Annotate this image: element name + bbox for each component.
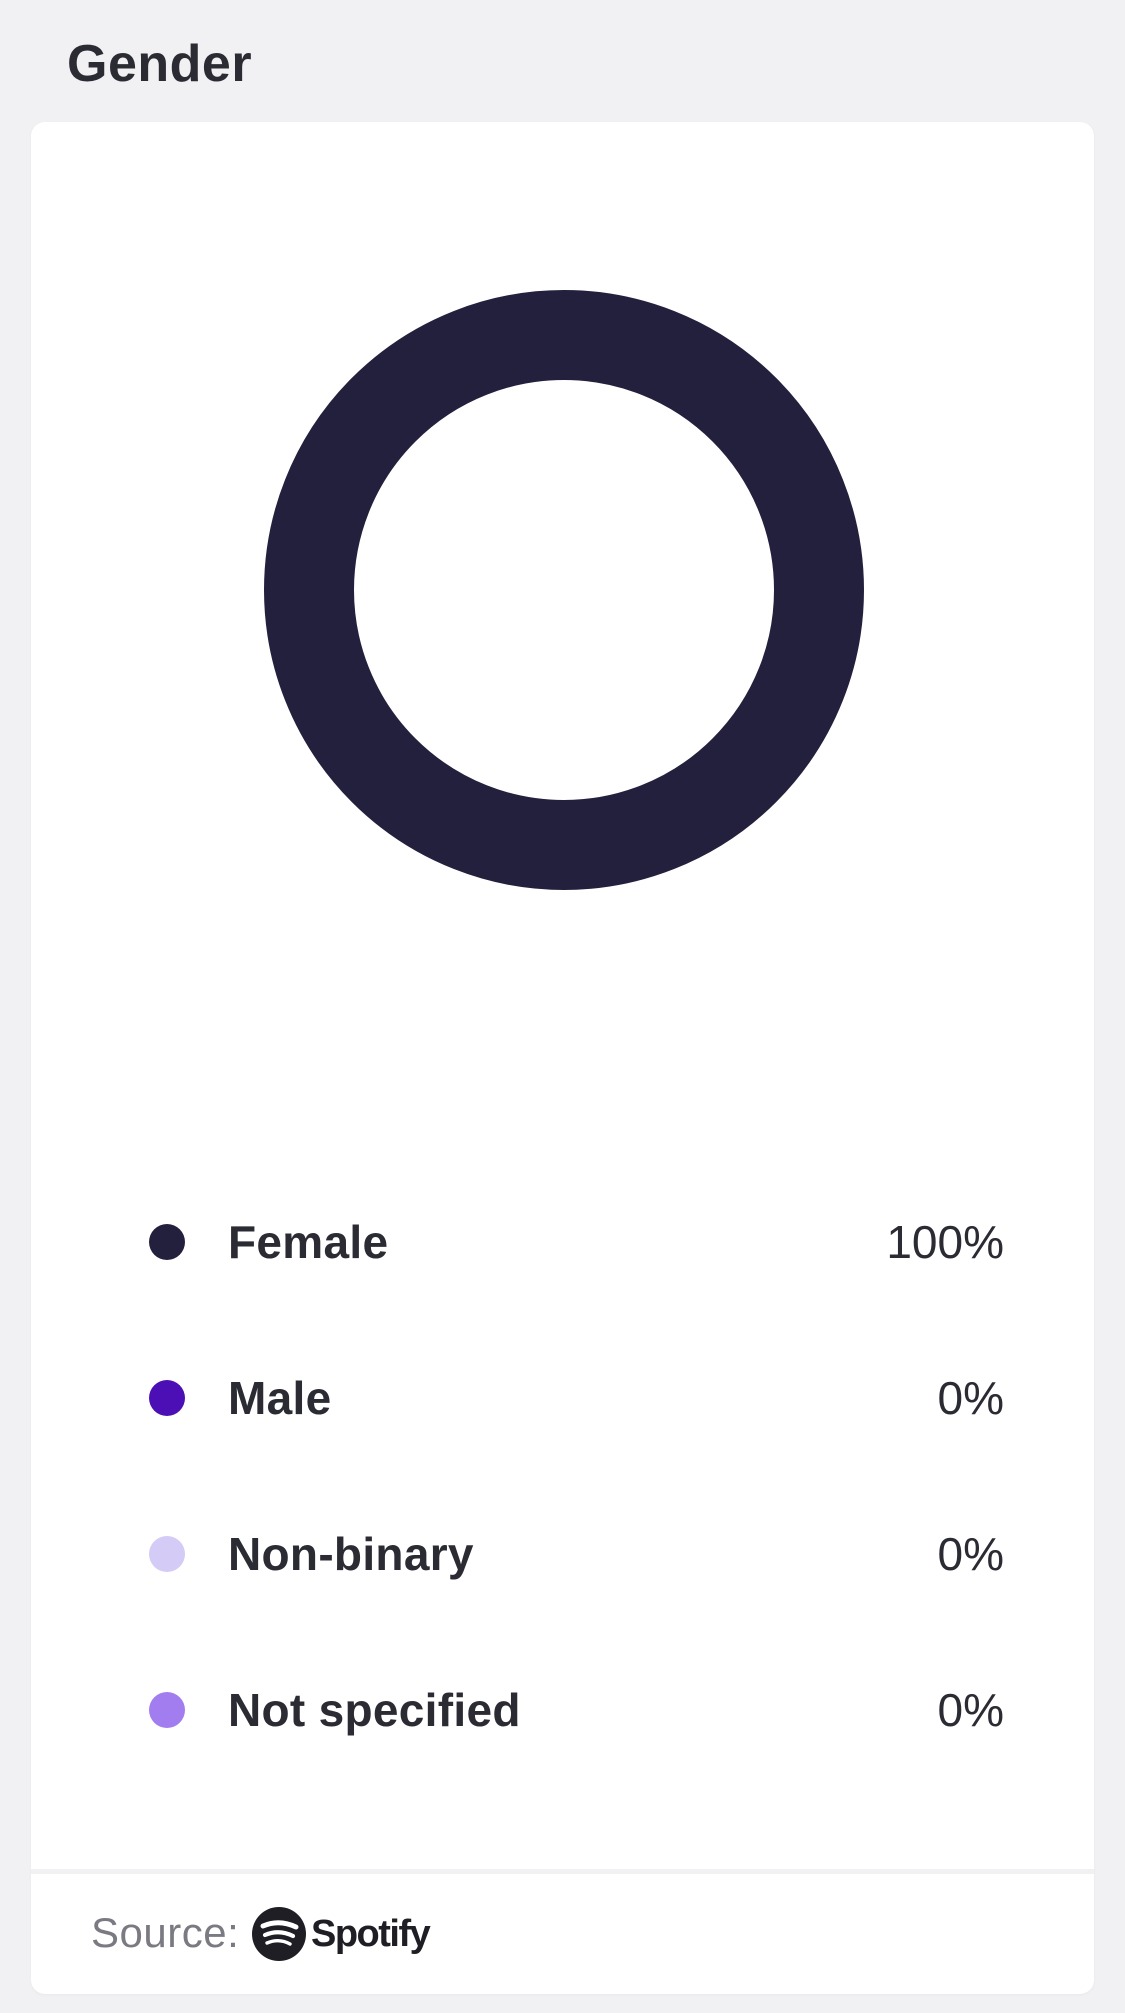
spotify-logo-icon bbox=[251, 1906, 307, 1962]
card-divider bbox=[31, 1869, 1094, 1874]
legend-value: 0% bbox=[937, 1684, 1004, 1736]
legend-label: Not specified bbox=[228, 1684, 521, 1736]
section-title: Gender bbox=[67, 35, 253, 93]
legend-dot-male bbox=[149, 1380, 185, 1416]
legend-value: 0% bbox=[937, 1372, 1004, 1424]
source-label: Source: bbox=[91, 1909, 240, 1956]
legend-value: 0% bbox=[937, 1528, 1004, 1580]
legend-item-not-specified: Not specified 0% bbox=[149, 1670, 1004, 1750]
donut-svg bbox=[264, 290, 864, 890]
source-footer: Source: Spotify bbox=[31, 1874, 1094, 1994]
legend-label: Non-binary bbox=[228, 1528, 474, 1580]
legend-value: 100% bbox=[886, 1216, 1004, 1268]
legend-dot-not-specified bbox=[149, 1692, 185, 1728]
legend-item-male: Male 0% bbox=[149, 1358, 1004, 1438]
legend-dot-female bbox=[149, 1224, 185, 1260]
legend-label: Male bbox=[228, 1372, 332, 1424]
legend-item-female: Female 100% bbox=[149, 1202, 1004, 1282]
legend-item-non-binary: Non-binary 0% bbox=[149, 1514, 1004, 1594]
spotify-wordmark: Spotify bbox=[311, 1913, 431, 1955]
legend-dot-non-binary bbox=[149, 1536, 185, 1572]
donut-slice-female bbox=[264, 290, 864, 890]
donut-chart bbox=[31, 122, 1094, 1022]
legend-label: Female bbox=[228, 1216, 389, 1268]
gender-card: Female 100% Male 0% Non-binary 0% Not sp… bbox=[31, 122, 1094, 1994]
